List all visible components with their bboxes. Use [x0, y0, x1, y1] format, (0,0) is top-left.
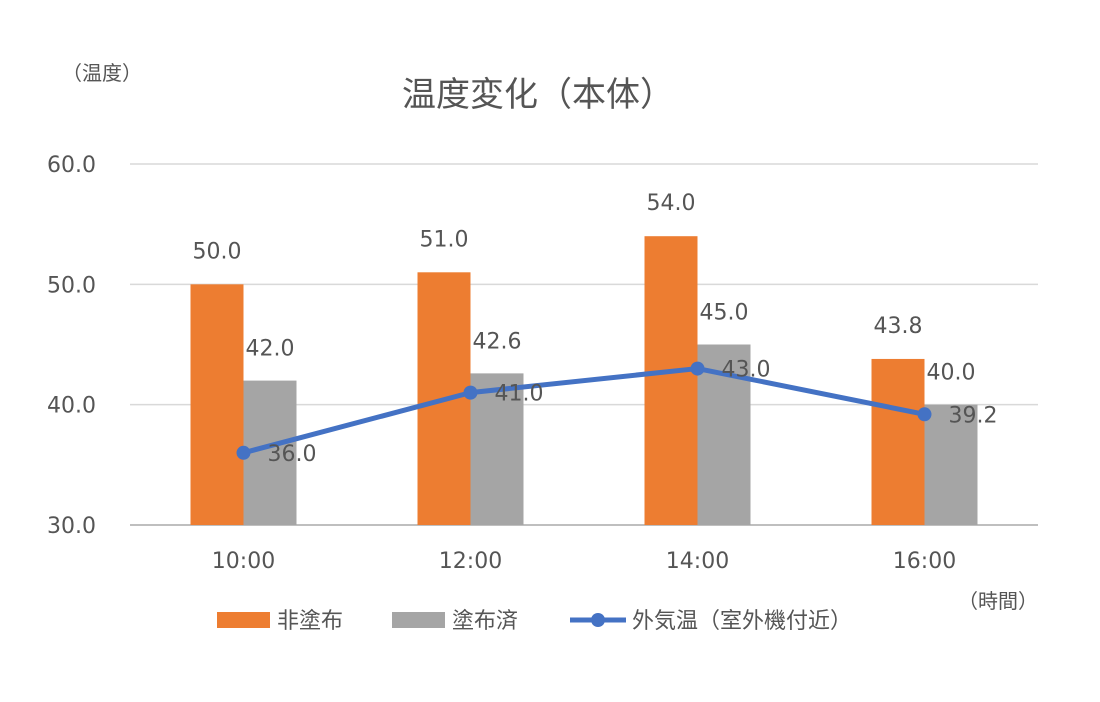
bars [190, 236, 978, 525]
data-label: 42.6 [473, 329, 522, 354]
data-label: 54.0 [647, 191, 696, 216]
data-label: 36.0 [268, 442, 317, 467]
bar-非塗布 [644, 236, 698, 525]
legend-label-outdoor: 外気温（室外機付近） [632, 609, 852, 634]
x-tick-label: 12:00 [439, 549, 502, 574]
line-marker [917, 407, 932, 422]
legend-label-coated: 塗布済 [452, 609, 518, 634]
legend-marker-outdoor [591, 613, 605, 627]
data-label: 42.0 [246, 337, 295, 362]
bar-非塗布 [190, 284, 244, 525]
chart-title: 温度変化（本体） [402, 75, 674, 115]
legend-swatch-coated [392, 612, 445, 628]
bar-塗布済 [470, 373, 524, 525]
data-label: 50.0 [193, 239, 242, 264]
data-label: 51.0 [420, 227, 469, 252]
data-labels: 50.0 51.0 54.0 43.8 42.0 42.6 45.0 40.0 36.0 41.0… [193, 191, 998, 467]
y-tick-label: 30.0 [47, 514, 96, 539]
legend: 非塗布 塗布済 外気温（室外機付近） [217, 609, 852, 634]
data-label: 41.0 [495, 382, 544, 407]
legend-label-non-coated: 非塗布 [277, 609, 343, 634]
x-tick-label: 10:00 [212, 549, 275, 574]
y-tick-label: 60.0 [47, 153, 96, 178]
line-series [236, 361, 932, 460]
axes: 30.0 40.0 50.0 60.0 10:00 12:00 14:00 16:00 [47, 153, 956, 574]
x-tick-label: 14:00 [666, 549, 729, 574]
line-外気温（室外機付近） [242, 366, 925, 456]
bar-非塗布 [871, 358, 925, 525]
data-label: 43.0 [722, 358, 771, 383]
data-label: 45.0 [700, 301, 749, 326]
data-label: 40.0 [927, 361, 976, 386]
y-axis-label: （温度） [62, 61, 142, 85]
line-marker [236, 445, 251, 460]
x-tick-label: 16:00 [893, 549, 956, 574]
y-tick-label: 50.0 [47, 273, 96, 298]
y-tick-label: 40.0 [47, 394, 96, 419]
legend-swatch-non-coated [217, 612, 270, 628]
bar-塗布済 [924, 404, 978, 525]
data-label: 43.8 [874, 314, 923, 339]
line-marker [690, 361, 705, 376]
data-label: 39.2 [949, 403, 998, 428]
line-marker [463, 385, 478, 400]
x-axis-label: （時間） [958, 589, 1038, 613]
